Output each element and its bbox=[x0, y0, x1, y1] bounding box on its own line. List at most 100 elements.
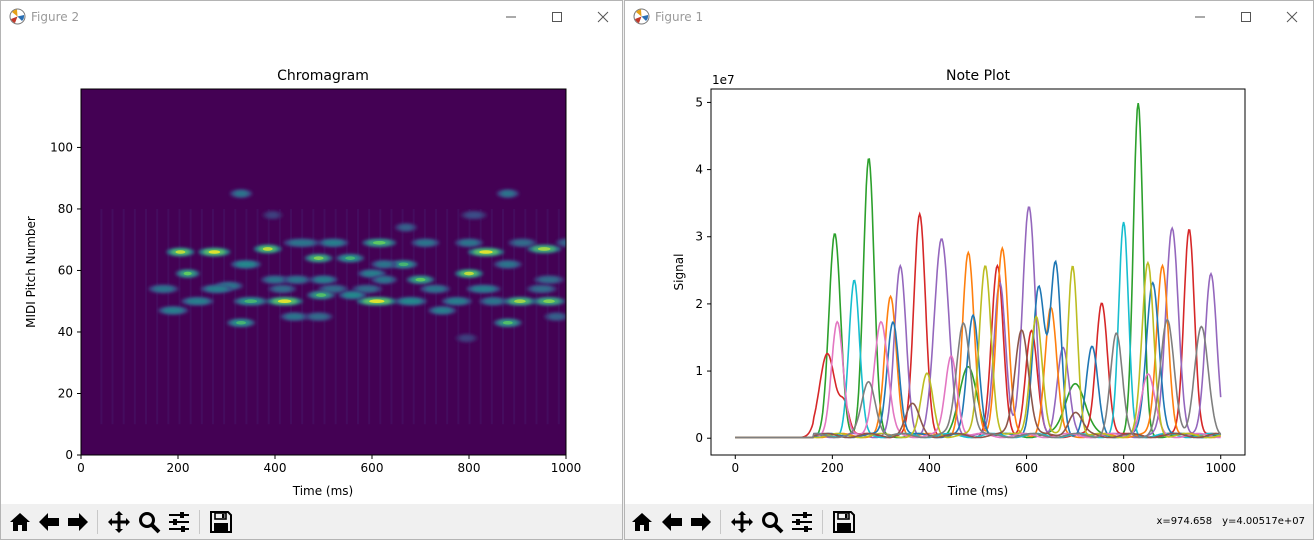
x-tick-label: 400 bbox=[264, 461, 287, 475]
figure-2-window: Figure 2 Chromagram 0 200 400 600 800 1000 0 2… bbox=[0, 0, 623, 540]
heatmap-cell bbox=[356, 286, 378, 292]
y-tick-label: 3 bbox=[695, 230, 703, 244]
window-title: Figure 1 bbox=[655, 10, 704, 24]
x-tick-label: 0 bbox=[77, 461, 85, 475]
heatmap-cell-core bbox=[313, 256, 324, 260]
heatmap-cell bbox=[432, 307, 452, 314]
heatmap-cell-core bbox=[415, 277, 426, 282]
configure-subplots-button[interactable] bbox=[165, 508, 193, 536]
back-button[interactable] bbox=[35, 508, 63, 536]
y-tick-label: 100 bbox=[50, 140, 73, 154]
back-button[interactable] bbox=[658, 508, 686, 536]
heatmap-cell-core bbox=[479, 250, 493, 254]
heatmap-texture bbox=[267, 208, 270, 425]
close-icon bbox=[597, 11, 609, 22]
minimize-icon bbox=[506, 16, 516, 17]
heatmap-cell-core bbox=[262, 247, 273, 251]
heatmap-cell-core bbox=[208, 250, 221, 254]
x-axis-label: Time (ms) bbox=[947, 484, 1009, 498]
heatmap-cell bbox=[287, 276, 307, 283]
heatmap-cell bbox=[501, 190, 515, 197]
heatmap-texture bbox=[145, 208, 148, 425]
heatmap-cell-core bbox=[277, 299, 292, 304]
save-button[interactable] bbox=[207, 508, 235, 536]
y-axis-ticks: 0 1 2 3 4 5 bbox=[695, 95, 711, 445]
heatmap-cell bbox=[560, 239, 566, 246]
heatmap-texture bbox=[189, 208, 192, 425]
matplotlib-icon bbox=[9, 8, 26, 25]
zoom-button[interactable] bbox=[758, 508, 786, 536]
minimize-button[interactable] bbox=[1177, 1, 1223, 32]
heatmap-cell bbox=[459, 335, 474, 341]
x-tick-label: 0 bbox=[731, 461, 739, 475]
maximize-button[interactable] bbox=[534, 1, 580, 32]
minimize-button[interactable] bbox=[488, 1, 534, 32]
cursor-y: y=4.00517e+07 bbox=[1222, 516, 1305, 527]
heatmap-cell bbox=[416, 239, 435, 246]
chart-title: Chromagram bbox=[277, 68, 369, 84]
heatmap-cell bbox=[235, 261, 257, 268]
title-bar[interactable]: Figure 2 bbox=[1, 1, 622, 32]
home-button[interactable] bbox=[628, 508, 656, 536]
heatmap-cell bbox=[498, 261, 518, 268]
heatmap-texture bbox=[368, 208, 371, 425]
heatmap-texture bbox=[245, 208, 248, 425]
close-button[interactable] bbox=[1269, 1, 1313, 32]
heatmap-cell bbox=[375, 261, 393, 268]
plot-frame bbox=[80, 88, 567, 456]
title-bar[interactable]: Figure 1 bbox=[625, 1, 1313, 32]
figure-canvas[interactable]: Chromagram 0 200 400 600 800 1000 0 20 40 60 80 10… bbox=[1, 32, 622, 506]
y-axis-ticks: 0 20 40 60 80 100 bbox=[50, 140, 81, 462]
heatmap-cell bbox=[272, 286, 292, 292]
heatmap-cell bbox=[531, 286, 552, 292]
toolbar-separator bbox=[720, 510, 721, 534]
pan-button[interactable] bbox=[105, 508, 133, 536]
heatmap-cell bbox=[186, 298, 209, 305]
heatmap-texture bbox=[211, 208, 214, 425]
pan-button[interactable] bbox=[728, 508, 756, 536]
configure-subplots-button[interactable] bbox=[788, 508, 816, 536]
cursor-x: x=974.658 bbox=[1156, 516, 1213, 527]
heatmap-cell bbox=[465, 212, 483, 218]
y-tick-label: 40 bbox=[58, 325, 73, 339]
forward-button[interactable] bbox=[687, 508, 715, 536]
heatmap-cell bbox=[424, 286, 446, 292]
configure-subplots-icon bbox=[792, 512, 812, 532]
heatmap-texture bbox=[535, 208, 538, 425]
heatmap-cell bbox=[205, 286, 228, 292]
heatmap-texture bbox=[513, 208, 516, 425]
zoom-button[interactable] bbox=[135, 508, 163, 536]
y-axis-label: MIDI Pitch Number bbox=[24, 216, 38, 328]
maximize-icon bbox=[552, 11, 562, 22]
heatmap-cell bbox=[309, 313, 328, 320]
heatmap-texture bbox=[156, 208, 159, 425]
x-tick-label: 600 bbox=[1015, 461, 1038, 475]
zoom-icon bbox=[139, 512, 161, 534]
navigation-toolbar bbox=[1, 504, 622, 539]
x-axis-ticks: 0 200 400 600 800 1000 bbox=[731, 455, 1236, 475]
forward-button[interactable] bbox=[64, 508, 92, 536]
forward-arrow-icon bbox=[691, 513, 711, 531]
minimize-icon bbox=[1195, 16, 1205, 17]
y-tick-label: 1 bbox=[695, 364, 703, 378]
maximize-icon bbox=[1241, 11, 1251, 22]
heatmap-texture bbox=[490, 208, 493, 425]
maximize-button[interactable] bbox=[1223, 1, 1269, 32]
close-icon bbox=[1286, 11, 1298, 22]
zoom-icon bbox=[762, 512, 784, 534]
heatmap-texture bbox=[446, 208, 449, 425]
heatmap-cell-core bbox=[543, 299, 555, 304]
home-button[interactable] bbox=[6, 508, 34, 536]
heatmap-cell-core bbox=[236, 320, 246, 325]
figure-canvas[interactable]: Note Plot 1e7 0 200 400 600 800 1000 0 1 2 3 4 5 T… bbox=[625, 32, 1313, 506]
heatmap-cell bbox=[483, 298, 503, 305]
save-button[interactable] bbox=[830, 508, 858, 536]
heatmap-cell bbox=[162, 307, 184, 314]
heatmap-cell-core bbox=[502, 320, 513, 325]
close-button[interactable] bbox=[580, 1, 622, 32]
heatmap-texture bbox=[345, 208, 348, 425]
heatmap-cell-core bbox=[537, 247, 551, 251]
heatmap-cell bbox=[362, 270, 382, 277]
note-plot-chart: Note Plot 1e7 0 200 400 600 800 1000 0 1 2 3 4 5 T… bbox=[672, 68, 1246, 498]
heatmap-cell bbox=[446, 298, 468, 305]
